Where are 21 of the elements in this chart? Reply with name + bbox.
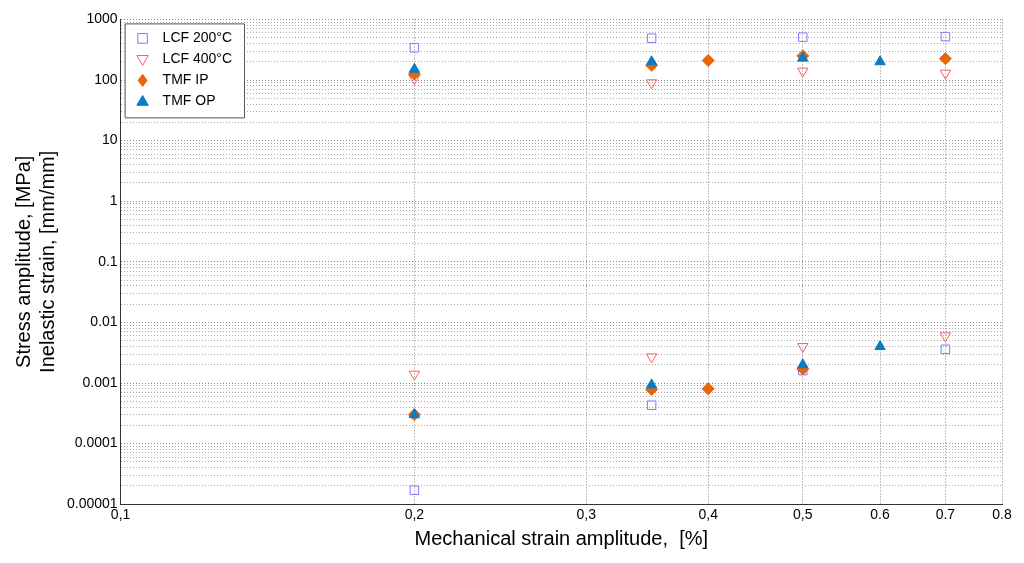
x-tick-label: 0.8	[992, 506, 1012, 523]
x-tick-label: 0,2	[404, 506, 425, 523]
x-tick-label: 0.7	[935, 506, 956, 523]
x-tick-label: 0,5	[793, 506, 813, 523]
legend-label: LCF 400°C	[162, 50, 233, 67]
x-tick-label: 0,3	[576, 506, 597, 523]
y-tick-label: 10	[102, 131, 118, 148]
y-tick-label: 0.0001	[74, 434, 118, 451]
y-axis-title: Stress amplitude, [MPa] Inelastic strain, [mm/mm]	[11, 150, 58, 373]
y-tick-label: 100	[94, 70, 118, 87]
y-tick-label: 0.01	[90, 313, 118, 330]
y-tick-label: 1	[109, 192, 118, 209]
x-tick-label: 0.6	[870, 506, 890, 523]
y-tick-label: 1000	[86, 10, 118, 27]
y-tick-label: 0.001	[82, 373, 118, 390]
x-axis-title: Mechanical strain amplitude, [%]	[414, 526, 709, 549]
y-tick-label: 0.1	[98, 252, 118, 269]
legend-label: TMF OP	[162, 92, 216, 109]
x-tick-label: 0,4	[698, 506, 719, 523]
legend-label: LCF 200°C	[162, 29, 233, 46]
legend-label: TMF IP	[162, 71, 209, 88]
